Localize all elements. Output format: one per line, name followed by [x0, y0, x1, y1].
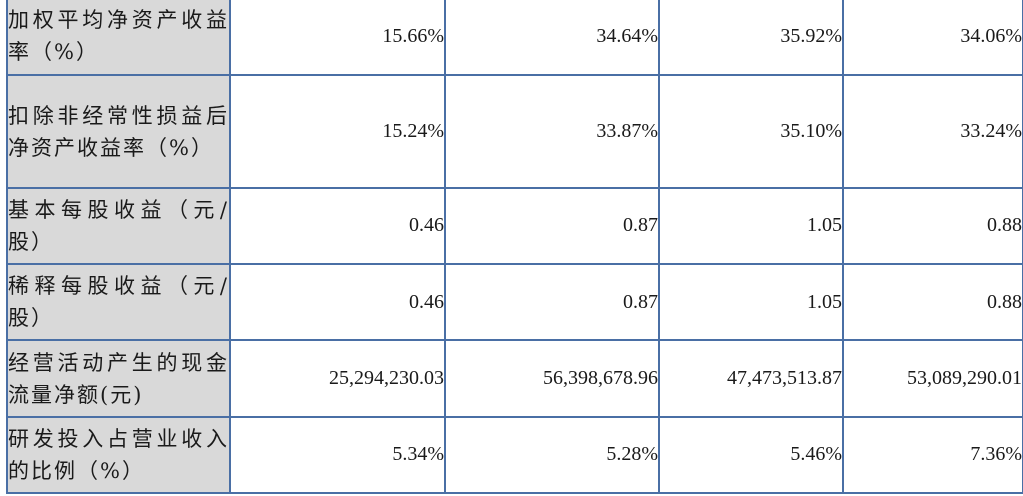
row-label: 基本每股收益（元/股）: [6, 186, 231, 266]
row-label: 经营活动产生的现金流量净额(元): [6, 339, 231, 418]
row-label: 扣除非经常性损益后净资产收益率（%）: [6, 74, 231, 189]
table-cell: 47,473,513.87: [658, 339, 844, 418]
table-row-weighted-roe: 加权平均净资产收益率（%） 15.66% 34.64% 35.92% 34.06…: [6, 0, 1023, 77]
table-cell: 15.24%: [229, 74, 446, 189]
table-cell: 5.46%: [658, 415, 844, 495]
table-cell: 56,398,678.96: [444, 339, 660, 418]
table-cell: 0.46: [229, 186, 446, 266]
table-cell: 33.87%: [444, 74, 660, 189]
table-cell: 34.06%: [842, 0, 1023, 77]
row-label: 研发投入占营业收入的比例（%）: [6, 415, 231, 495]
table-cell: 7.36%: [842, 415, 1023, 495]
table-row-diluted-eps: 稀释每股收益（元/股） 0.46 0.87 1.05 0.88: [6, 263, 1023, 342]
table-row-basic-eps: 基本每股收益（元/股） 0.46 0.87 1.05 0.88: [6, 186, 1023, 266]
table-cell: 5.28%: [444, 415, 660, 495]
table-row-rd-ratio: 研发投入占营业收入的比例（%） 5.34% 5.28% 5.46% 7.36%: [6, 415, 1023, 495]
table-row-adjusted-roe: 扣除非经常性损益后净资产收益率（%） 15.24% 33.87% 35.10% …: [6, 74, 1023, 189]
table-cell: 0.88: [842, 263, 1023, 342]
table-cell: 33.24%: [842, 74, 1023, 189]
table-cell: 34.64%: [444, 0, 660, 77]
table-cell: 0.88: [842, 186, 1023, 266]
row-label: 加权平均净资产收益率（%）: [6, 0, 231, 77]
table-cell: 35.10%: [658, 74, 844, 189]
table-cell: 15.66%: [229, 0, 446, 77]
table-cell: 53,089,290.01: [842, 339, 1023, 418]
table-cell: 25,294,230.03: [229, 339, 446, 418]
table-cell: 1.05: [658, 263, 844, 342]
row-label: 稀释每股收益（元/股）: [6, 263, 231, 342]
table-cell: 1.05: [658, 186, 844, 266]
table-row-operating-cash-flow: 经营活动产生的现金流量净额(元) 25,294,230.03 56,398,67…: [6, 339, 1023, 418]
financial-indicators-table: 加权平均净资产收益率（%） 15.66% 34.64% 35.92% 34.06…: [6, 0, 1023, 495]
table-cell: 35.92%: [658, 0, 844, 77]
table-cell: 0.87: [444, 186, 660, 266]
table-cell: 0.46: [229, 263, 446, 342]
table-cell: 5.34%: [229, 415, 446, 495]
table-cell: 0.87: [444, 263, 660, 342]
